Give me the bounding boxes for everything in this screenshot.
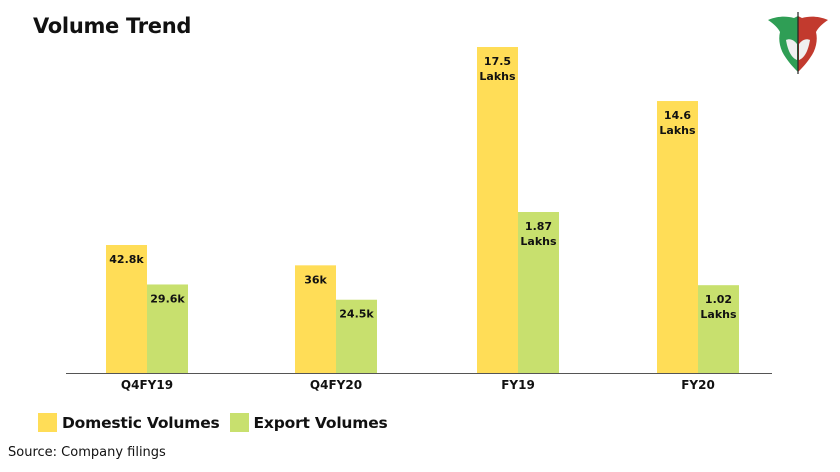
legend-swatch-domestic — [38, 413, 57, 432]
data-label-domestic-fy19: Lakhs — [479, 70, 516, 83]
data-label-export-fy20: Lakhs — [700, 308, 737, 321]
data-label-export-fy19: Lakhs — [520, 235, 557, 248]
data-label-domestic-fy19: 17.5 — [484, 55, 511, 68]
data-label-domestic-q4fy20: 36k — [304, 273, 327, 286]
chart-legend: Domestic Volumes Export Volumes — [38, 413, 398, 432]
bar-export-fy20 — [698, 285, 739, 373]
data-label-export-q4fy19: 29.6k — [150, 292, 185, 305]
data-label-export-fy20: 1.02 — [705, 293, 732, 306]
x-tick-label: Q4FY19 — [121, 378, 173, 392]
bar-chart: 42.8k 29.6k Q4FY19 36k 24.5k Q4FY20 17.5 Lakhs 1… — [66, 47, 772, 392]
chart-title: Volume Trend — [33, 14, 192, 38]
bar-domestic-q4fy19 — [106, 245, 147, 373]
legend-item-export: Export Volumes — [229, 413, 388, 432]
legend-swatch-export — [229, 413, 249, 432]
bar-export-q4fy20 — [336, 299, 377, 373]
data-label-domestic-q4fy19: 42.8k — [109, 253, 144, 266]
source-note: Source: Company filings — [8, 445, 166, 460]
bar-domestic-fy19 — [477, 47, 518, 373]
bar-domestic-fy20 — [657, 101, 698, 373]
bar-export-q4fy19 — [147, 284, 188, 373]
x-tick-label: FY19 — [501, 378, 535, 392]
x-tick-label: FY20 — [681, 378, 715, 392]
data-label-domestic-fy20: Lakhs — [659, 124, 696, 137]
legend-label-domestic: Domestic Volumes — [62, 413, 220, 432]
bar-domestic-q4fy20 — [295, 265, 336, 373]
data-label-export-fy19: 1.87 — [525, 220, 552, 233]
legend-label-export: Export Volumes — [253, 413, 388, 432]
legend-item-domestic: Domestic Volumes — [38, 413, 220, 432]
x-tick-label: Q4FY20 — [310, 378, 362, 392]
data-label-export-q4fy20: 24.5k — [339, 308, 374, 321]
bull-bear-logo — [768, 12, 828, 74]
data-label-domestic-fy20: 14.6 — [664, 109, 691, 122]
bar-export-fy19 — [518, 212, 559, 373]
